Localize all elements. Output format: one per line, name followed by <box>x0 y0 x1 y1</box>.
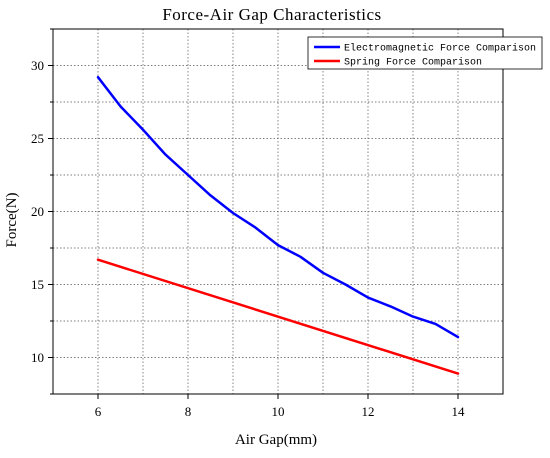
x-tick-label: 14 <box>452 404 466 419</box>
x-tick-label: 10 <box>272 404 285 419</box>
legend-label-electromagnetic: Electromagnetic Force Comparison <box>344 43 536 55</box>
y-tick-label: 10 <box>31 350 44 365</box>
grid <box>53 29 503 394</box>
legend-label-spring: Spring Force Comparison <box>344 57 482 69</box>
series-layer <box>96 75 460 375</box>
x-tick-label: 6 <box>95 404 102 419</box>
series-line-spring-force <box>96 258 460 375</box>
x-tick-label: 12 <box>362 404 375 419</box>
y-tick-label: 20 <box>31 204 44 219</box>
x-tick-label: 8 <box>185 404 192 419</box>
legend-box <box>307 36 543 70</box>
series-line-electromagnetic-force <box>96 75 460 339</box>
y-tick-label: 30 <box>31 58 44 73</box>
legend: Electromagnetic Force Comparison Spring … <box>307 36 543 70</box>
axis-ticks: 6 8 10 12 14 10 15 20 25 30 <box>31 28 466 419</box>
y-axis-label: Force(N) <box>4 193 20 248</box>
y-tick-label: 15 <box>31 277 44 292</box>
y-tick-label: 25 <box>31 131 44 146</box>
x-axis-label: Air Gap(mm) <box>235 432 317 448</box>
chart-title: Force-Air Gap Characteristics <box>162 5 381 24</box>
